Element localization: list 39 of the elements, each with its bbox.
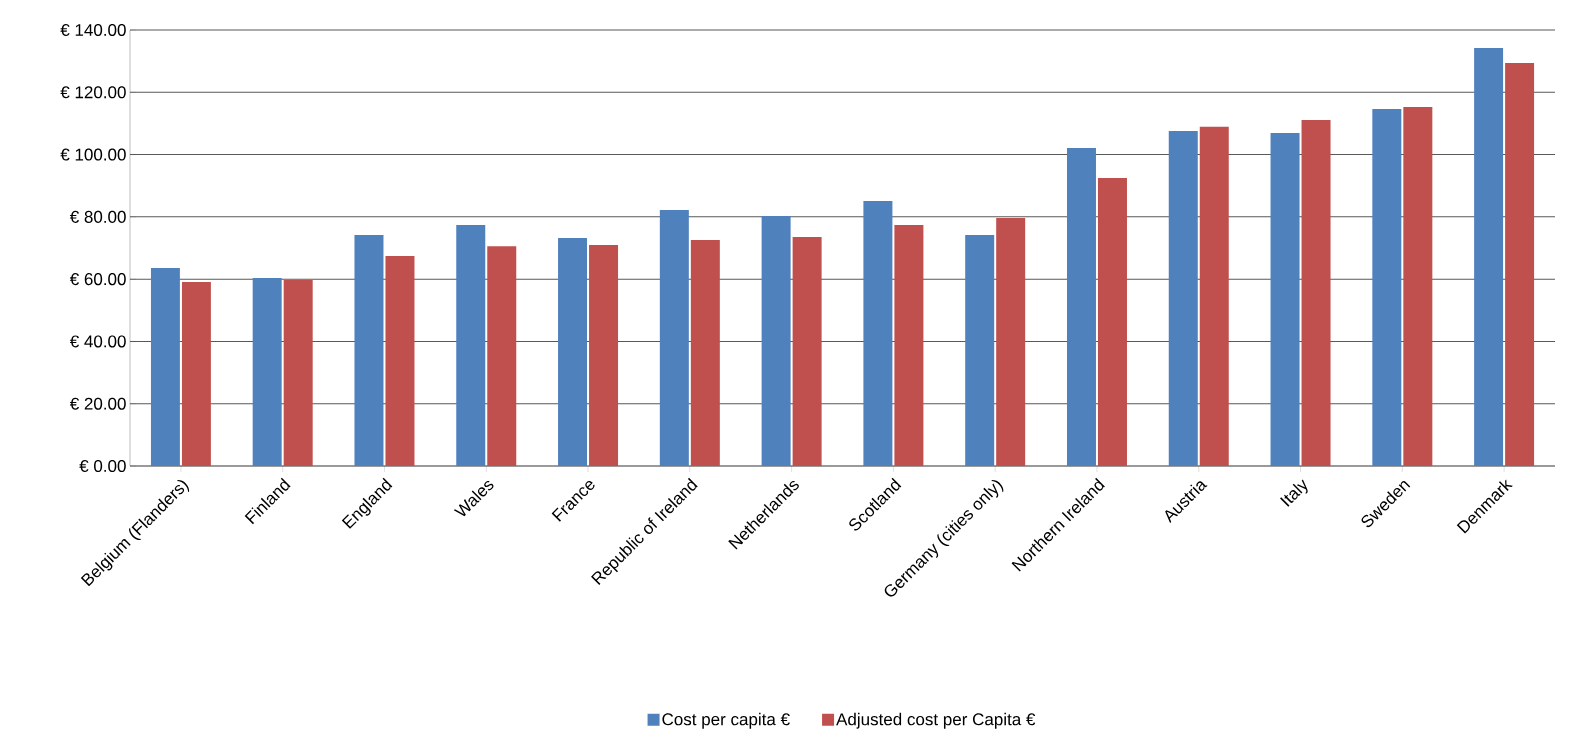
bar — [996, 218, 1026, 466]
bar — [456, 224, 486, 466]
bar — [283, 280, 313, 466]
bar — [1372, 109, 1402, 466]
bar — [1168, 130, 1198, 466]
bar — [659, 210, 689, 466]
bar — [558, 238, 588, 466]
bar — [252, 277, 282, 466]
bar — [894, 224, 924, 466]
bar — [181, 281, 211, 466]
bar — [863, 200, 893, 466]
bar — [690, 239, 720, 466]
legend-label: Cost per capita € — [662, 712, 790, 729]
y-tick-label: € 40.00 — [69, 335, 126, 348]
y-tick-label: € 80.00 — [69, 210, 126, 223]
bar — [761, 215, 791, 466]
bar — [1199, 126, 1229, 466]
x-tick-label: Italy — [1280, 479, 1308, 507]
y-tick-label: € 0.00 — [79, 459, 126, 473]
y-tick-label: € 100.00 — [60, 148, 126, 161]
bar — [792, 237, 822, 466]
bar — [1403, 106, 1433, 466]
bar — [385, 256, 415, 466]
legend-label: Adjusted cost per Capita € — [836, 712, 1036, 729]
y-tick-label: € 20.00 — [69, 397, 126, 410]
bar — [1505, 63, 1535, 466]
bar — [589, 244, 619, 466]
bar — [1474, 48, 1504, 466]
bar — [965, 234, 995, 466]
y-tick-label: € 140.00 — [60, 23, 126, 37]
y-tick-label: € 120.00 — [60, 86, 126, 99]
bar — [150, 267, 180, 466]
bar — [354, 234, 384, 466]
bar — [487, 246, 517, 466]
bar — [1301, 120, 1331, 466]
bar — [1097, 177, 1127, 466]
bar — [1270, 133, 1300, 466]
y-tick-label: € 60.00 — [69, 273, 126, 286]
bar — [1066, 148, 1096, 466]
